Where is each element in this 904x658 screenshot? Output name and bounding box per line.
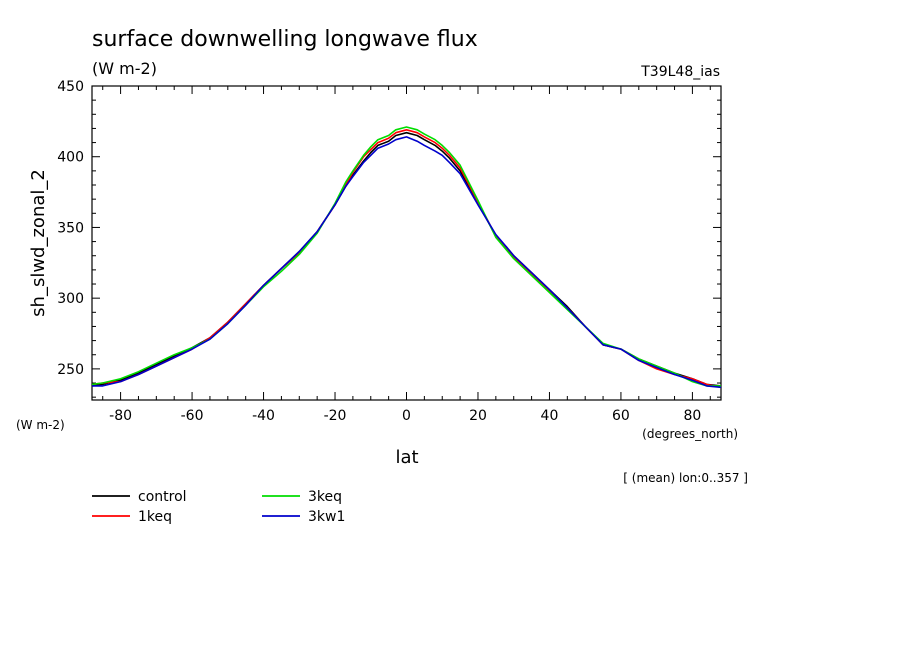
series-line-3kw1 [92,136,722,389]
y-tick-label: 350 [57,220,84,236]
series-line-control [91,131,722,387]
model-label: T39L48_ias [640,64,720,80]
chart-units-subtitle: (W m-2) [92,59,157,78]
series-line-1keq [91,129,722,389]
x-tick-label: 40 [541,408,559,424]
legend-label-control: control [138,489,187,505]
y-axis-ticks: 250 300 350 400 450 [57,79,721,398]
x-axis-ticks: -80 -60 -40 -20 0 20 40 60 80 [102,86,711,424]
x-axis-label: lat [395,447,418,468]
legend-label-3keq: 3keq [308,489,342,505]
y-axis-units: (W m-2) [16,418,65,432]
series-lines [91,126,722,389]
x-tick-label: -80 [109,408,132,424]
x-tick-label: 80 [683,408,701,424]
mean-note: [ (mean) lon:0..357 ] [623,471,748,485]
legend-label-3kw1: 3kw1 [308,509,345,525]
x-tick-label: -20 [324,408,347,424]
y-axis-label: sh_slwd_zonal_2 [28,169,49,317]
y-tick-label: 250 [57,362,84,378]
x-tick-label: 0 [402,408,411,424]
chart-title: surface downwelling longwave flux [92,27,478,52]
y-tick-label: 450 [57,79,84,95]
x-tick-label: 60 [612,408,630,424]
x-tick-label: -60 [181,408,204,424]
x-axis-units: (degrees_north) [642,427,738,441]
x-tick-label: -40 [252,408,275,424]
y-tick-label: 400 [57,150,84,166]
legend: control 1keq 3keq 3kw1 [92,489,345,525]
y-tick-label: 300 [57,291,84,307]
legend-label-1keq: 1keq [138,509,172,525]
x-tick-label: 20 [469,408,487,424]
series-line-3keq [91,126,721,387]
